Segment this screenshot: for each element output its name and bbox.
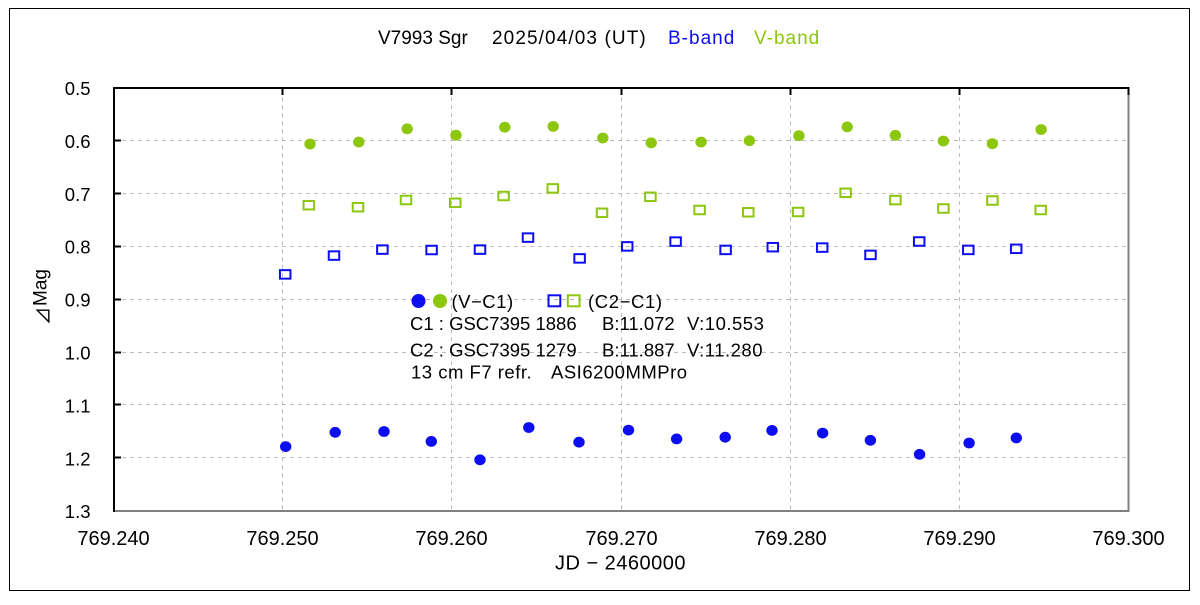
- svg-text:769.250: 769.250: [246, 528, 318, 550]
- svg-text:0.8: 0.8: [65, 237, 91, 258]
- svg-text:769.270: 769.270: [585, 528, 657, 550]
- svg-text:V-band: V-band: [754, 28, 820, 49]
- svg-text:769.290: 769.290: [923, 528, 995, 550]
- svg-text:V:10.553: V:10.553: [687, 313, 764, 334]
- svg-text:769.280: 769.280: [754, 528, 826, 550]
- svg-text:B:11.072: B:11.072: [602, 313, 675, 334]
- svg-text:1.3: 1.3: [65, 501, 91, 522]
- svg-text:B:11.887: B:11.887: [602, 340, 675, 361]
- svg-text:0.5: 0.5: [65, 78, 91, 99]
- svg-text:13 cm F7 refr.: 13 cm F7 refr.: [411, 362, 532, 383]
- svg-text:1.0: 1.0: [65, 343, 91, 364]
- svg-text:ASI6200MMPro: ASI6200MMPro: [551, 362, 688, 383]
- svg-text:C2 : GSC7395 1279: C2 : GSC7395 1279: [410, 340, 577, 361]
- svg-text:Mag: Mag: [31, 269, 52, 306]
- svg-text:2025/04/03 (UT): 2025/04/03 (UT): [492, 28, 647, 49]
- svg-text:C1 : GSC7395 1886: C1 : GSC7395 1886: [410, 313, 577, 334]
- svg-text:(C2−C1): (C2−C1): [588, 291, 663, 312]
- svg-text:0.9: 0.9: [65, 290, 91, 311]
- svg-text:B-band: B-band: [668, 28, 735, 49]
- svg-text:0.6: 0.6: [65, 131, 91, 152]
- svg-text:0.7: 0.7: [65, 184, 91, 205]
- svg-text:1.1: 1.1: [65, 395, 91, 416]
- svg-text:769.240: 769.240: [77, 528, 149, 550]
- svg-text:V7993 Sgr: V7993 Sgr: [378, 28, 468, 49]
- svg-text:V:11.280: V:11.280: [687, 340, 763, 361]
- svg-text:769.260: 769.260: [415, 528, 487, 550]
- svg-text:769.300: 769.300: [1092, 528, 1164, 550]
- svg-text:(V−C1): (V−C1): [452, 291, 514, 312]
- svg-text:1.2: 1.2: [65, 448, 91, 469]
- svg-text:JD − 2460000: JD − 2460000: [555, 553, 686, 575]
